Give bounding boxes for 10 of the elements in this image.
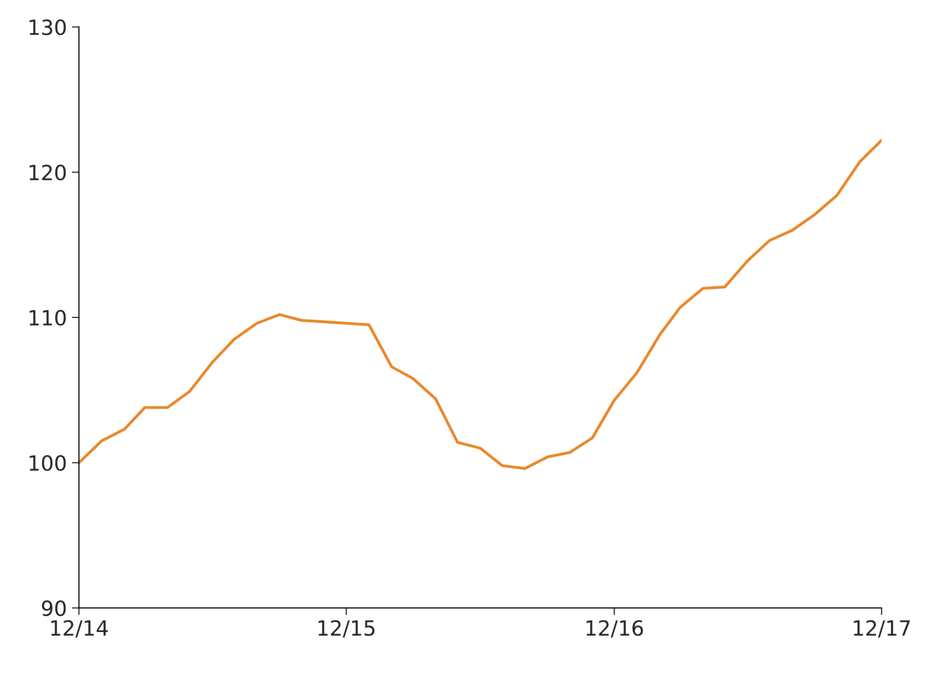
x-tick-label: 12/15 xyxy=(318,620,374,638)
y-tick-label: 130 xyxy=(30,19,66,36)
x-tick-label: 12/17 xyxy=(854,620,910,638)
y-tick-label: 90 xyxy=(42,600,66,616)
y-tick-label: 110 xyxy=(30,310,66,326)
y-tick-label: 120 xyxy=(30,164,66,180)
y-tick-label: 100 xyxy=(30,455,66,471)
x-tick-label: 12/14 xyxy=(51,620,108,638)
line-series xyxy=(78,138,882,470)
x-tick-label: 12/16 xyxy=(586,620,643,638)
